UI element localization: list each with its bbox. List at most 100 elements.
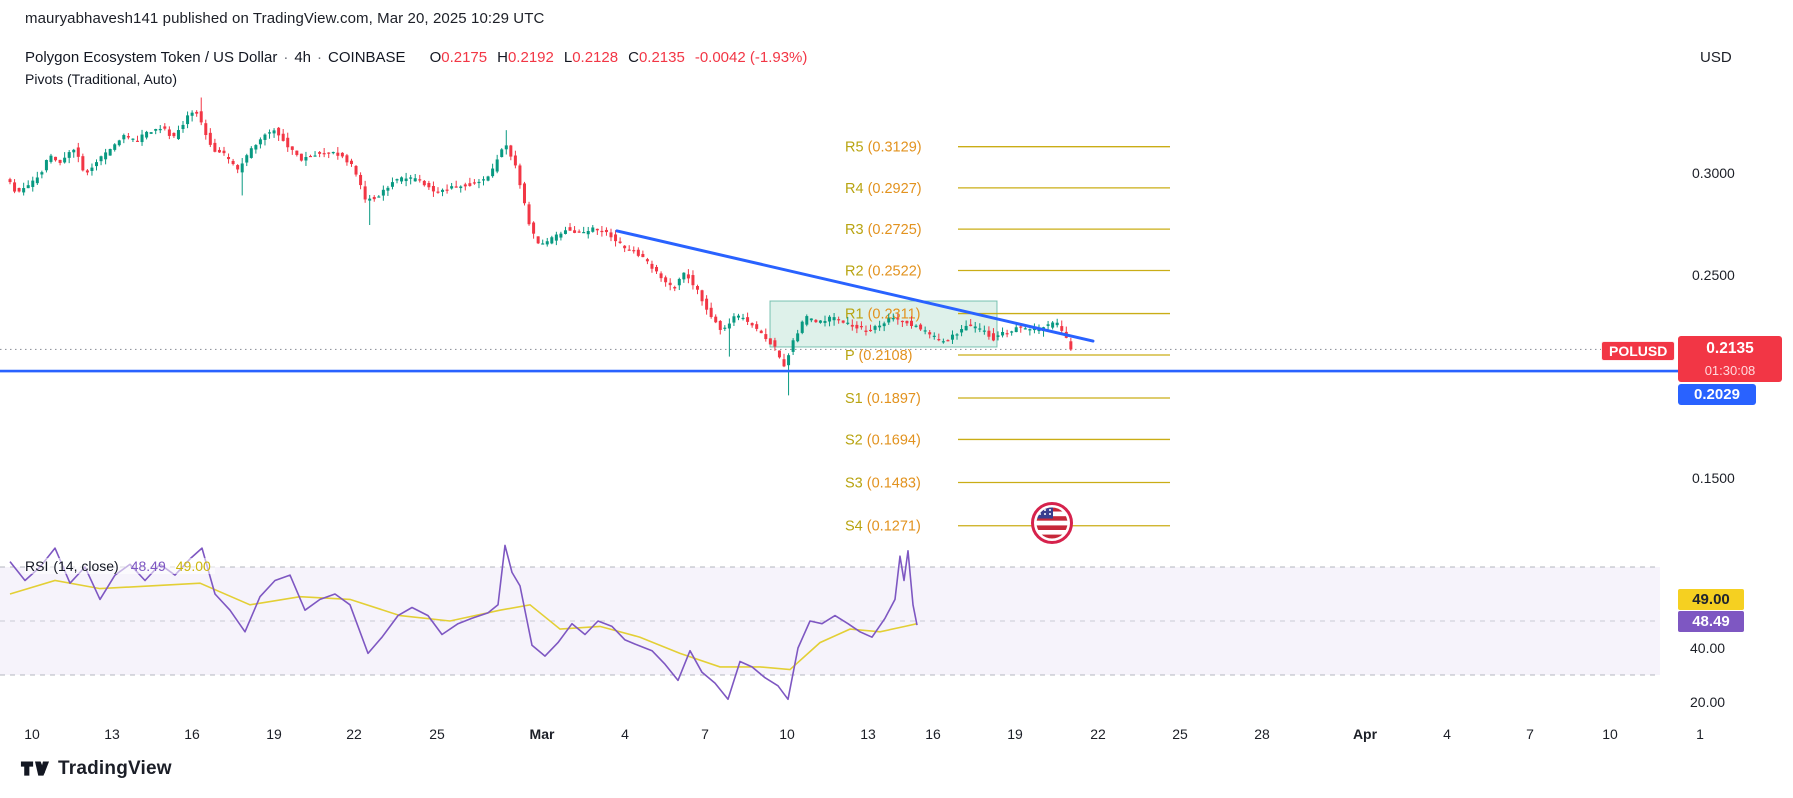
candle-body: [176, 130, 180, 140]
candle-body: [691, 275, 695, 286]
candle-body: [532, 222, 536, 234]
candle-body: [636, 249, 640, 256]
candle-body: [1055, 322, 1059, 326]
candle-body: [777, 350, 781, 358]
low-key: L: [563, 49, 573, 66]
candle-body: [727, 323, 731, 329]
candle-body: [527, 204, 531, 225]
candle-body: [236, 165, 240, 170]
candle-body: [54, 156, 58, 161]
candle-body: [855, 324, 859, 329]
candle-body: [796, 333, 800, 342]
candle-body: [1060, 326, 1064, 331]
candle-body: [104, 152, 108, 160]
change-value: -0.0042 (-1.93%): [694, 49, 808, 66]
candle-body: [477, 181, 481, 184]
candle-body: [632, 250, 636, 252]
high-key: H: [497, 49, 508, 66]
candle-body: [8, 179, 12, 183]
rsi-ma-line: [9, 579, 918, 671]
candle-body: [696, 286, 700, 290]
candle-body: [522, 183, 526, 204]
candle-body: [828, 316, 832, 322]
candle-body: [331, 151, 335, 154]
candle-body: [1014, 327, 1018, 333]
candle-body: [441, 189, 445, 192]
candle-body: [759, 330, 763, 334]
candle-body: [290, 146, 294, 150]
attribution-text: mauryabhavesh141 published on TradingVie…: [25, 10, 545, 27]
candle-body: [95, 162, 99, 167]
candle-body: [377, 196, 381, 198]
candle-body: [764, 334, 768, 340]
last-price-badge: 0.2135 01:30:08: [1678, 336, 1782, 382]
candle-body: [700, 290, 704, 302]
candle-body: [814, 319, 818, 323]
candle-body: [850, 324, 854, 327]
candle-body: [304, 156, 308, 161]
candle-body: [445, 189, 449, 191]
candle-body: [108, 149, 112, 156]
candle-body: [869, 329, 873, 332]
candle-body: [31, 180, 35, 187]
candle-body: [750, 323, 754, 326]
candle-body: [495, 159, 499, 172]
candle-body: [99, 156, 103, 162]
rsi-status-line: RSI (14, close) 48.49 49.00: [25, 558, 215, 574]
trend-drawings[interactable]: [0, 229, 1680, 373]
candle-body: [181, 124, 185, 130]
candle-body: [436, 191, 440, 193]
candle-body: [345, 155, 349, 163]
candle-body: [618, 241, 622, 243]
candle-body: [154, 129, 158, 131]
candle-body: [400, 177, 404, 182]
candle-body: [227, 157, 231, 160]
candle-body: [859, 326, 863, 328]
rsi-value-badge: 48.49: [1678, 611, 1744, 632]
close-key: C: [628, 49, 639, 66]
candle-body: [186, 115, 190, 125]
candle-body: [322, 153, 326, 155]
candle-body: [609, 232, 613, 238]
candle-body: [932, 335, 936, 337]
candle-body: [919, 324, 923, 330]
candle-body: [627, 249, 631, 251]
candle-body: [837, 319, 841, 321]
pivot-label-R1: R1 (0.2311): [845, 307, 921, 323]
candle-body: [217, 149, 221, 153]
descending-trendline[interactable]: [615, 229, 1095, 343]
candle-body: [645, 259, 649, 262]
candle-body: [823, 321, 827, 323]
candle-body: [600, 230, 604, 233]
price-tick: 0.3000: [1692, 165, 1735, 181]
candle-body: [928, 332, 932, 335]
candle-body: [140, 134, 144, 143]
candle-body: [482, 179, 486, 181]
symbol-exchange: COINBASE: [328, 49, 406, 66]
candle-body: [145, 131, 149, 138]
us-flag-marker-icon[interactable]: [1031, 502, 1073, 544]
candlesticks[interactable]: [8, 97, 1073, 396]
candle-body: [682, 272, 686, 280]
candle-body: [864, 330, 868, 332]
candle-body: [900, 320, 904, 323]
price-tick: 0.1500: [1692, 470, 1735, 486]
candle-body: [987, 330, 991, 337]
candle-body: [263, 134, 267, 140]
candle-body: [113, 144, 117, 150]
candle-body: [172, 132, 176, 137]
separator-dot: ·: [317, 49, 323, 66]
candle-body: [163, 126, 167, 129]
candle-body: [705, 298, 709, 310]
rsi-ma-badge: 49.00: [1678, 589, 1744, 610]
candle-body: [614, 234, 618, 242]
tradingview-logo[interactable]: TradingView: [20, 758, 172, 780]
candle-body: [891, 318, 895, 320]
candle-body: [686, 274, 690, 279]
candle-body: [459, 186, 463, 189]
candle-body: [513, 155, 517, 166]
candle-body: [768, 338, 772, 345]
candle-body: [563, 230, 567, 234]
candle-body: [359, 174, 363, 186]
